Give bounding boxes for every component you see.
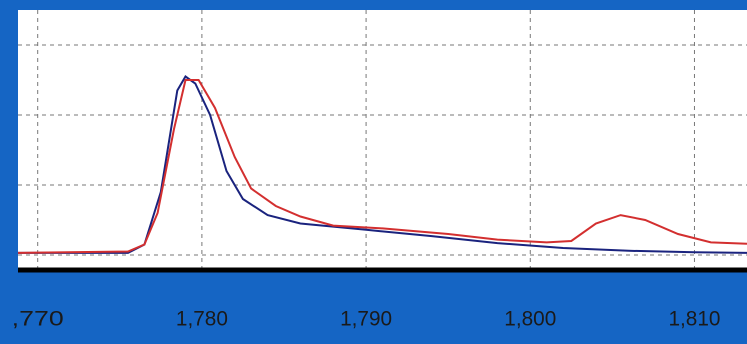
x-tick-label: 1,800 <box>504 308 556 331</box>
x-tick-label: 1,780 <box>176 308 228 331</box>
x-tick-label: 1,810 <box>668 308 720 331</box>
plot-area <box>18 10 747 272</box>
data-line <box>17 79 747 254</box>
x-tick-label: 1,790 <box>340 308 392 331</box>
x-tick-label: ,770 <box>12 308 64 331</box>
